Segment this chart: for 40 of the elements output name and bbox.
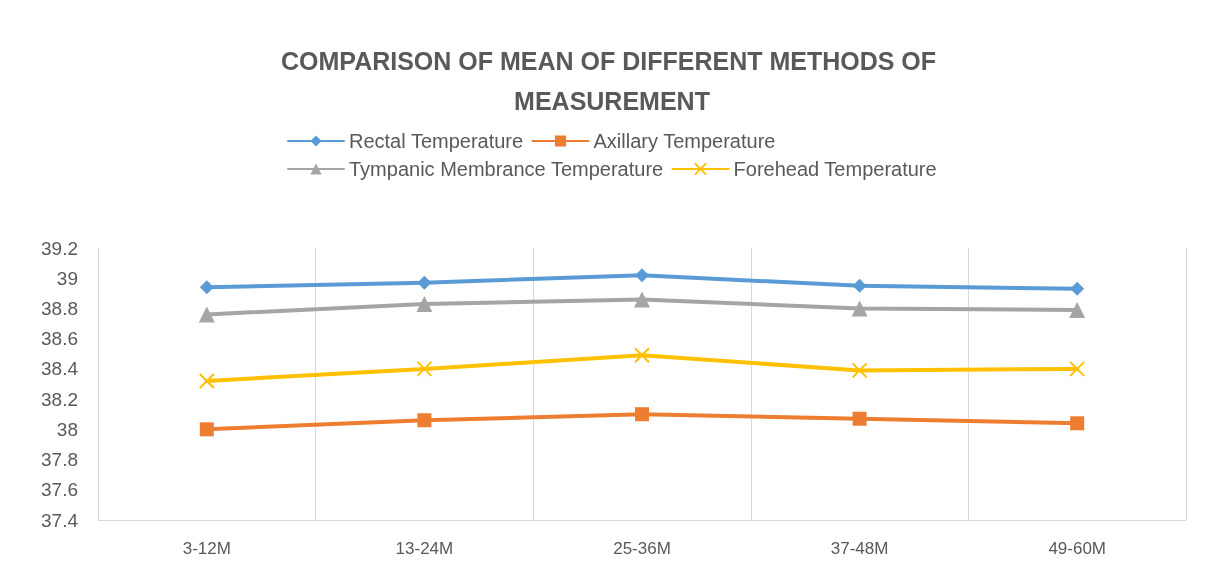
point [199, 280, 214, 295]
point [1069, 360, 1086, 377]
point [198, 372, 215, 389]
point [851, 300, 868, 317]
y-tick-label: 39.2 [41, 237, 78, 259]
y-tick-label: 38.4 [41, 358, 79, 380]
legend-label: Axillary Temperature [593, 130, 776, 152]
point [852, 278, 867, 293]
y-tick-label: 38 [56, 418, 78, 440]
point [851, 362, 868, 379]
y-tick-label: 38.2 [41, 388, 78, 410]
y-tick-label: 37.6 [41, 479, 78, 501]
point [1070, 416, 1085, 431]
point [1070, 281, 1085, 296]
point [417, 275, 432, 290]
point [635, 268, 649, 283]
legend-label: Forehead Temperature [733, 158, 937, 180]
y-tick-label: 38.6 [41, 328, 78, 350]
point [635, 407, 649, 422]
y-tick-label: 37.8 [41, 449, 78, 471]
point [1069, 301, 1086, 318]
x-tick-label: 37-48M [830, 539, 889, 558]
y-tick-label: 37.4 [41, 509, 79, 531]
point [199, 422, 214, 437]
point [634, 291, 650, 308]
point [416, 360, 433, 377]
point [417, 413, 432, 428]
point [634, 347, 650, 364]
point [416, 295, 433, 312]
x-tick-label: 25-36M [613, 539, 671, 558]
chart-title: COMPARISON OF MEAN OF DIFFERENT METHODS OF MEASUREMENT [280, 47, 944, 115]
legend-label: Rectal Temperature [348, 130, 524, 152]
y-tick-label: 38.8 [41, 297, 78, 319]
x-tick-label: 3-12M [182, 539, 231, 558]
x-tick-label: 49-60M [1048, 539, 1107, 558]
x-tick-label: 13-24M [395, 539, 454, 558]
y-tick-label: 39 [56, 267, 78, 289]
legend-label: Tympanic Membrance Temperature [348, 158, 664, 180]
point [852, 411, 867, 426]
point [198, 306, 215, 323]
